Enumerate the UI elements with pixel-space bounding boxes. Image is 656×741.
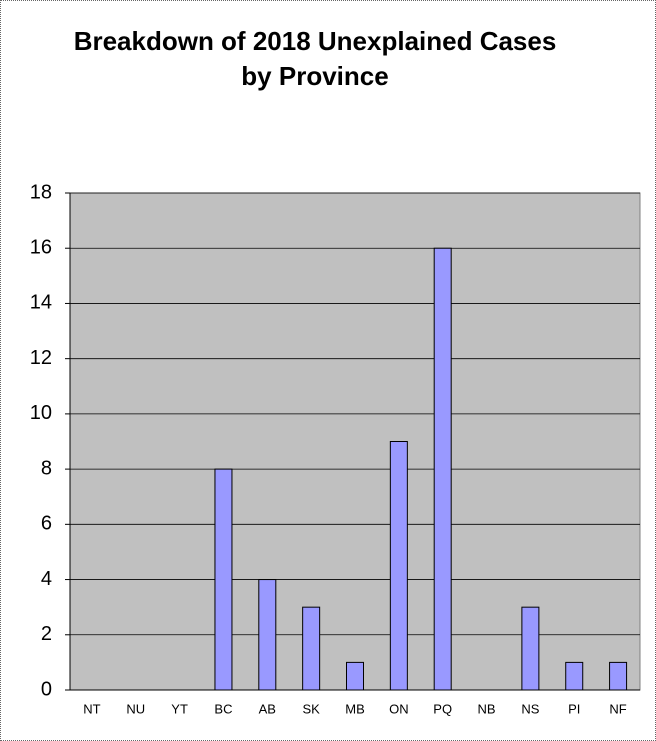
y-tick-label: 14 [30, 292, 52, 314]
plot-area [69, 192, 641, 691]
bar [302, 606, 321, 691]
x-tick-label: PI [568, 701, 580, 716]
x-tick-label: SK [302, 701, 320, 716]
y-tick-label: 4 [41, 568, 52, 590]
y-tick-label: 6 [41, 513, 52, 535]
x-tick-label: NT [83, 701, 100, 716]
x-tick-label: NS [521, 701, 539, 716]
y-tick-label: 0 [41, 678, 52, 700]
y-tick-label: 18 [30, 181, 52, 203]
bar [258, 579, 277, 691]
y-tick-label: 2 [41, 623, 52, 645]
x-tick-label: MB [345, 701, 365, 716]
x-tick-label: ON [389, 701, 409, 716]
x-tick-label: NB [478, 701, 496, 716]
y-tick-label: 16 [30, 237, 52, 259]
bar [389, 441, 408, 691]
x-tick-label: NU [126, 701, 145, 716]
x-tick-label: YT [171, 701, 188, 716]
x-tick-label: BC [214, 701, 232, 716]
y-tick-label: 8 [41, 457, 52, 479]
y-tick-label: 10 [30, 402, 52, 424]
bar [609, 661, 628, 691]
bar [565, 661, 584, 691]
bar [214, 468, 233, 691]
x-tick-label: NF [609, 701, 626, 716]
bar [346, 661, 364, 691]
chart-title: Breakdown of 2018 Unexplained Cases by P… [73, 26, 557, 91]
x-tick-label: PQ [433, 701, 452, 716]
bar [433, 247, 452, 691]
x-tick-label: AB [259, 701, 276, 716]
bar [521, 606, 540, 691]
y-tick-label: 12 [30, 347, 52, 369]
